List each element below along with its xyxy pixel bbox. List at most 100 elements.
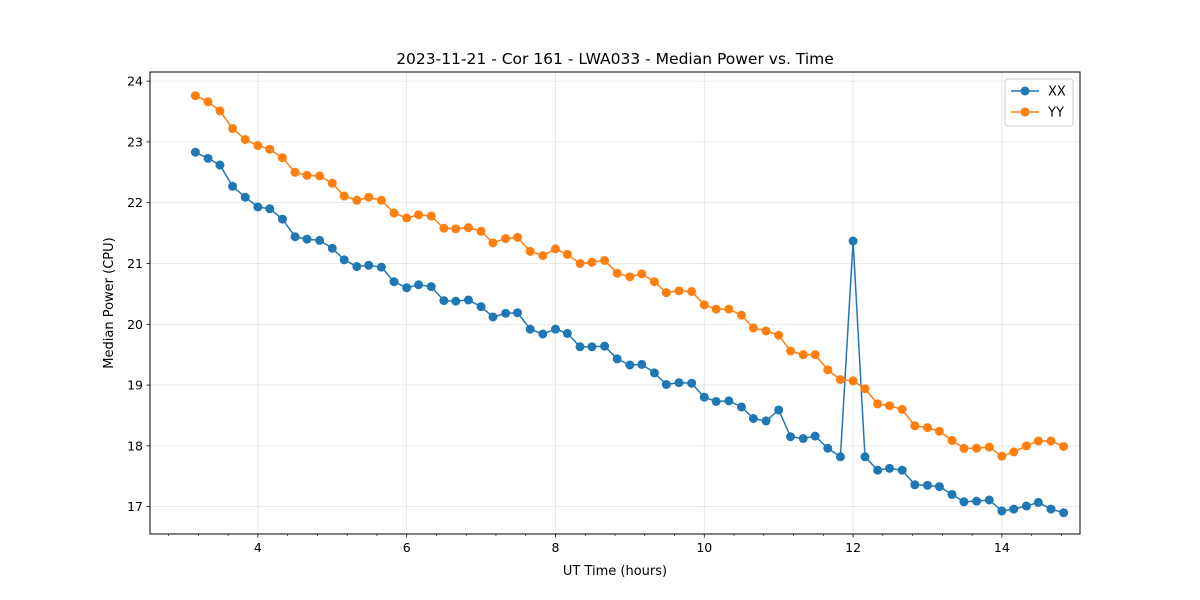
data-point-yy (402, 213, 412, 223)
data-point-xx (699, 392, 709, 402)
x-tick-label: 4 (254, 540, 262, 555)
data-point-xx (786, 432, 796, 442)
data-point-xx (873, 465, 883, 475)
data-point-yy (687, 286, 697, 296)
data-point-yy (997, 451, 1007, 461)
data-point-yy (674, 286, 684, 296)
data-point-xx (959, 497, 969, 507)
data-point-yy (1059, 441, 1069, 451)
y-tick-label: 19 (127, 378, 143, 393)
x-tick-label: 8 (552, 540, 560, 555)
x-tick-label: 14 (994, 540, 1010, 555)
data-point-yy (835, 375, 845, 385)
data-point-yy (190, 91, 200, 101)
data-point-yy (823, 365, 833, 375)
data-point-xx (810, 431, 820, 441)
data-point-xx (513, 308, 523, 318)
data-point-yy (972, 443, 982, 453)
data-point-xx (972, 496, 982, 506)
series-group (190, 91, 1069, 518)
data-point-yy (947, 435, 957, 445)
data-point-xx (538, 329, 548, 339)
data-point-xx (674, 378, 684, 388)
legend-label-yy: YY (1047, 106, 1064, 121)
data-point-yy (302, 170, 312, 180)
data-point-yy (203, 97, 213, 107)
data-point-xx (265, 204, 275, 214)
data-point-yy (265, 144, 275, 154)
data-point-yy (736, 310, 746, 320)
data-point-yy (1046, 436, 1056, 446)
data-point-yy (327, 178, 337, 188)
data-point-yy (761, 326, 771, 336)
data-point-xx (637, 359, 647, 369)
data-point-xx (302, 234, 312, 244)
data-point-xx (761, 416, 771, 426)
data-point-xx (315, 235, 325, 245)
data-point-xx (922, 480, 932, 490)
data-point-yy (587, 257, 597, 267)
legend-marker-xx (1020, 86, 1030, 96)
series-line-xx (195, 151, 1064, 514)
data-point-yy (934, 426, 944, 436)
data-point-xx (774, 405, 784, 415)
data-point-yy (748, 323, 758, 333)
data-point-xx (661, 379, 671, 389)
data-point-yy (860, 384, 870, 394)
data-point-yy (910, 421, 920, 431)
data-point-xx (414, 280, 424, 290)
data-point-xx (835, 452, 845, 462)
data-point-xx (190, 147, 200, 157)
data-point-xx (947, 489, 957, 499)
data-point-xx (277, 214, 287, 224)
y-tick-label: 24 (127, 74, 143, 89)
data-point-yy (897, 404, 907, 414)
data-point-yy (451, 224, 461, 234)
data-point-xx (228, 181, 238, 191)
data-point-yy (885, 401, 895, 411)
data-point-yy (798, 350, 808, 360)
y-tick-label: 20 (127, 317, 143, 332)
data-point-xx (1033, 497, 1043, 507)
x-tick-label: 10 (696, 540, 712, 555)
data-point-yy (984, 442, 994, 452)
data-point-yy (439, 223, 449, 233)
data-point-xx (910, 480, 920, 490)
data-point-xx (600, 341, 610, 351)
data-point-xx (587, 342, 597, 352)
data-point-yy (513, 232, 523, 242)
data-point-xx (724, 396, 734, 406)
series-yy (190, 91, 1069, 461)
data-point-xx (897, 465, 907, 475)
plot-frame (149, 71, 1081, 535)
data-point-yy (339, 191, 349, 201)
y-tick-label: 23 (127, 134, 143, 149)
data-point-xx (1046, 504, 1056, 514)
y-tick-label: 22 (127, 195, 143, 210)
data-point-xx (736, 402, 746, 412)
data-point-yy (1021, 441, 1031, 451)
data-point-xx (1059, 508, 1069, 518)
data-point-xx (711, 396, 721, 406)
data-point-xx (451, 296, 461, 306)
data-point-yy (277, 153, 287, 163)
data-point-yy (538, 251, 548, 261)
data-point-xx (997, 506, 1007, 516)
data-point-xx (215, 160, 225, 170)
data-point-yy (290, 167, 300, 177)
data-point-xx (253, 202, 263, 212)
data-point-xx (1021, 501, 1031, 511)
data-point-xx (625, 360, 635, 370)
data-point-xx (463, 295, 473, 305)
legend: XX YY (1004, 78, 1074, 127)
data-point-yy (873, 399, 883, 409)
data-point-xx (798, 434, 808, 444)
data-point-xx (562, 328, 572, 338)
data-point-xx (352, 262, 362, 272)
data-point-xx (687, 378, 697, 388)
data-point-yy (525, 246, 535, 256)
data-point-yy (488, 238, 498, 248)
x-tick-label: 6 (403, 540, 411, 555)
data-point-yy (1033, 436, 1043, 446)
